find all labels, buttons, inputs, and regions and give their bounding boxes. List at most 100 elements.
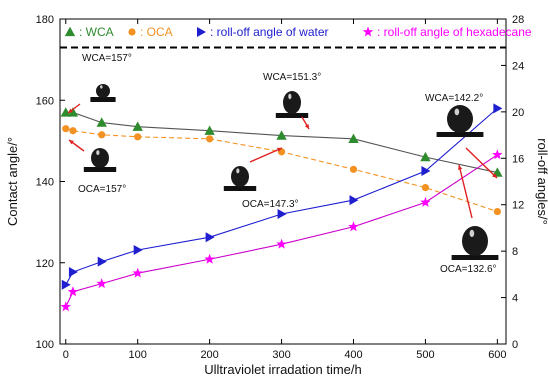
- data-point-series-2: [133, 244, 143, 255]
- droplet-wca-1422: [436, 105, 484, 137]
- annotation-layer: WCA=157° OCA=157° WCA=151.3° OCA=147.3° WCA=…: [67, 53, 498, 275]
- data-point-series-1: [493, 207, 501, 216]
- annotation-arrowhead-oca1473: [277, 147, 282, 152]
- droplet-highlight: [236, 168, 240, 174]
- data-point-series-1: [98, 131, 106, 139]
- data-point-series-0: [132, 121, 143, 131]
- droplet-highlight: [288, 93, 292, 100]
- legend-label: : roll-off angle of water: [210, 25, 329, 39]
- data-point-series-1: [421, 183, 430, 192]
- data-point-series-0: [67, 107, 79, 117]
- annotation-arrow-wca1422: [465, 147, 498, 179]
- y-right-tick-label: 28: [512, 14, 524, 26]
- data-point-series-1: [349, 165, 358, 173]
- droplet-substrate: [90, 97, 116, 102]
- data-point-series-2: [349, 195, 359, 206]
- data-point-series-0: [276, 130, 287, 140]
- data-point-series-1: [206, 135, 214, 143]
- annotation-label-wca1422: WCA=142.2°: [425, 93, 483, 104]
- annotation-label-wca1513: WCA=151.3°: [263, 72, 321, 83]
- droplet-oca-157: [83, 148, 117, 172]
- y-left-tick-label: 160: [36, 95, 54, 107]
- droplet-body: [283, 91, 301, 114]
- y-left-tick-label: 100: [36, 339, 54, 351]
- y-right-tick-label: 20: [512, 107, 524, 119]
- x-tick-label: 400: [344, 349, 362, 361]
- data-point-series-0: [96, 117, 107, 127]
- y-axis-right-title: roll-off angles/°: [535, 138, 548, 225]
- data-point-series-0: [420, 151, 431, 162]
- data-point-series-0: [204, 125, 215, 135]
- droplet-oca-1473: [223, 166, 257, 191]
- legend-marker: [128, 28, 136, 36]
- annotation-label-wca157: WCA=157°: [82, 53, 132, 64]
- droplet-wca-157: [90, 84, 116, 102]
- x-tick-label: 300: [272, 349, 290, 361]
- data-point-series-3: [60, 301, 71, 312]
- annotation-arrowhead-wca1513: [304, 124, 309, 129]
- data-point-series-3: [132, 267, 143, 278]
- legend-marker: [197, 27, 206, 37]
- y-right-tick-label: 24: [512, 60, 524, 72]
- droplet-body: [96, 84, 110, 98]
- data-point-series-3: [204, 253, 215, 264]
- data-point-series-3: [67, 286, 79, 297]
- data-point-series-3: [492, 149, 503, 160]
- legend: : WCA : OCA : roll-off angle of water : rol…: [64, 25, 532, 39]
- data-point-series-3: [420, 196, 431, 207]
- annotation-label-oca157: OCA=157°: [78, 184, 126, 195]
- y-right-tick-label: 4: [512, 293, 518, 305]
- data-point-series-3: [348, 221, 359, 232]
- y-right-tick-label: 8: [512, 246, 518, 258]
- legend-label: : WCA: [79, 25, 114, 39]
- annotation-arrowhead-wca157: [68, 108, 73, 113]
- y-left-tick-label: 120: [36, 258, 54, 270]
- data-point-series-1: [69, 127, 77, 135]
- droplet-body: [462, 226, 488, 256]
- droplet-substrate: [223, 186, 257, 191]
- droplet-oca-1326: [451, 226, 499, 260]
- data-point-series-3: [276, 238, 287, 249]
- data-point-series-2: [61, 279, 71, 290]
- legend-label: : OCA: [140, 25, 173, 39]
- annotation-arrow-oca1473: [249, 147, 283, 163]
- droplet-highlight: [100, 85, 103, 89]
- droplet-substrate: [275, 113, 309, 118]
- droplet-substrate: [83, 167, 117, 172]
- annotation-label-oca1326: OCA=132.6°: [440, 264, 497, 275]
- data-point-series-2: [68, 267, 78, 278]
- x-axis-title: Ulltraviolet irradation time/h: [204, 362, 362, 377]
- y-axis-left-title: Contact angle/°: [5, 137, 20, 226]
- x-tick-label: 100: [129, 349, 147, 361]
- droplet-substrate: [451, 255, 499, 260]
- data-point-series-2: [421, 166, 431, 177]
- annotation-arrowhead-wca1422: [492, 173, 497, 178]
- x-tick-label: 200: [200, 349, 218, 361]
- droplet-highlight: [469, 229, 475, 237]
- y-left-tick-label: 180: [36, 14, 54, 26]
- droplet-substrate: [436, 132, 484, 137]
- x-tick-label: 600: [488, 349, 506, 361]
- droplet-body: [447, 105, 473, 133]
- y-right-tick-label: 0: [512, 339, 518, 351]
- y-left-tick-label: 140: [36, 177, 54, 189]
- y-right-tick-label: 16: [512, 153, 524, 165]
- y-right-tick-label: 12: [512, 200, 524, 212]
- droplet-wca-1513: [275, 91, 309, 118]
- legend-label: : roll-off angle of hexadecane: [377, 25, 532, 39]
- data-point-series-2: [277, 209, 287, 219]
- data-point-series-0: [60, 107, 71, 117]
- data-point-series-3: [96, 278, 107, 289]
- droplet-highlight: [454, 108, 460, 116]
- annotation-arrowhead-oca1326: [458, 165, 463, 170]
- data-point-series-1: [62, 125, 70, 133]
- annotation-label-oca1473: OCA=147.3°: [242, 199, 299, 210]
- x-tick-label: 500: [416, 349, 434, 361]
- axes-layer: 0 100 200 300 400 500 600 100 120 140 160 180 0 4 8 12 1…: [36, 14, 525, 361]
- droplet-body: [231, 166, 249, 187]
- x-tick-label: 0: [63, 349, 69, 361]
- legend-marker: [64, 26, 76, 37]
- data-point-series-1: [134, 133, 142, 141]
